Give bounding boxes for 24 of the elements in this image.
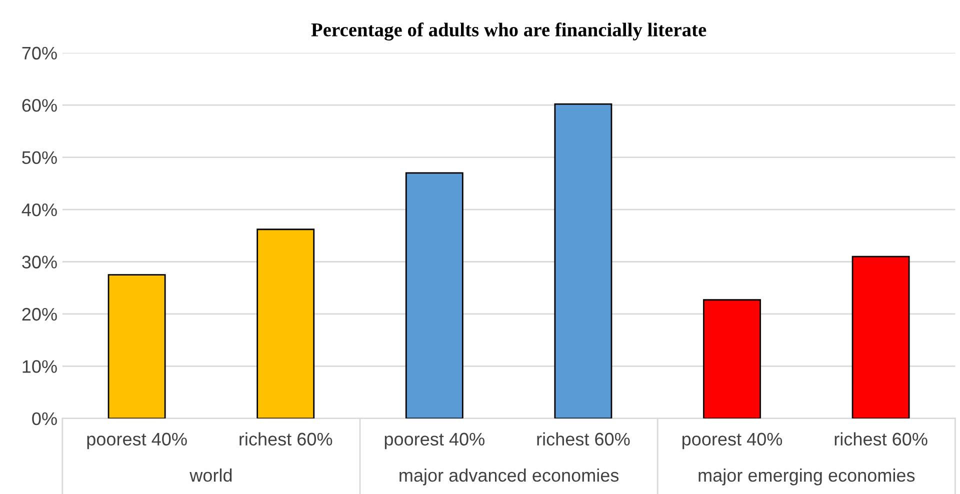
y-tick-label: 70% (22, 46, 57, 60)
y-tick-label: 50% (22, 151, 57, 164)
bar (554, 103, 612, 418)
bar (703, 299, 761, 418)
x-tick-label: poorest 40% (87, 432, 187, 450)
y-tick-label: 60% (22, 99, 57, 112)
bar (405, 172, 464, 418)
x-tick-label: richest 60% (537, 432, 630, 446)
y-tick-label: 10% (22, 360, 57, 373)
text: world (190, 468, 232, 482)
bar (852, 256, 910, 418)
x-tick-label: richest 60% (240, 432, 332, 446)
y-tick-label: 20% (22, 308, 57, 321)
chart-title: Percentage of adults who are financially literate (311, 22, 706, 40)
x-tick-label: poorest 40% (384, 432, 484, 450)
x-tick-label: richest 60% (834, 432, 928, 446)
x-tick-label: poorest 40% (682, 432, 782, 450)
bar (108, 274, 166, 418)
y-tick-label: 40% (22, 203, 57, 216)
text: major advanced economies (400, 468, 619, 486)
bar (256, 228, 315, 418)
y-tick-label: 0% (32, 412, 57, 426)
y-tick-label: 30% (22, 256, 57, 268)
text: major emerging economies (698, 468, 915, 486)
